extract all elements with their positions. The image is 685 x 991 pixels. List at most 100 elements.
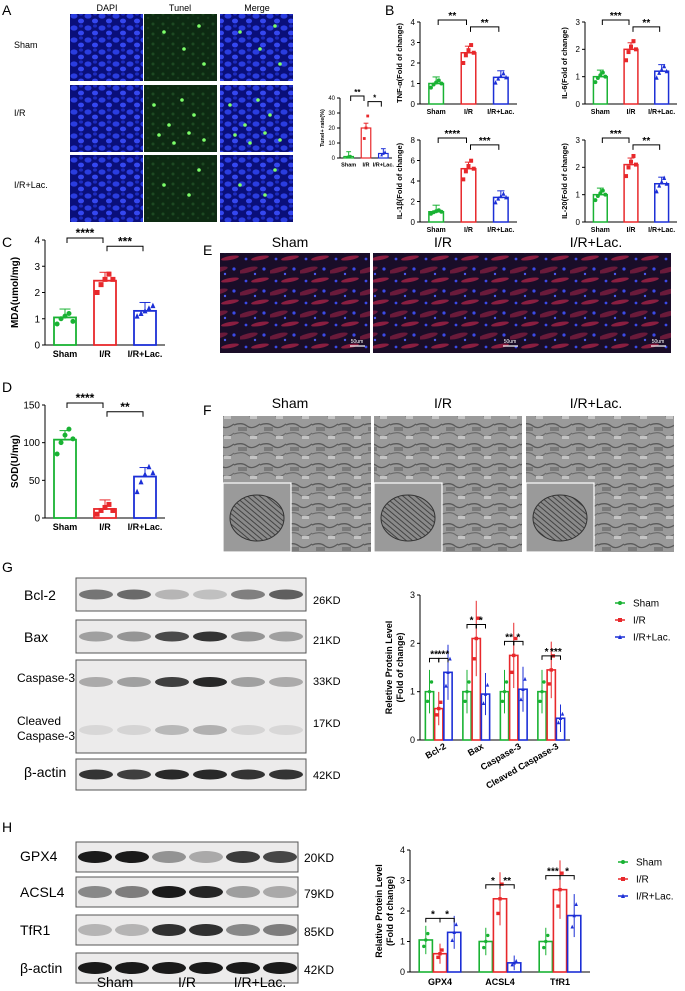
blot-band — [115, 886, 149, 898]
sig-bracket — [470, 144, 500, 150]
data-point — [436, 78, 441, 83]
sig-stars: * — [470, 616, 474, 627]
y-axis-label: Tunel+ rate(%) — [320, 109, 326, 147]
data-point — [593, 198, 598, 203]
data-point — [504, 74, 509, 80]
group-label: I/R+Lac. — [234, 974, 287, 990]
x-category-label: Sham — [53, 522, 78, 532]
data-point — [657, 183, 662, 188]
y-tick-label: 3 — [576, 18, 581, 27]
x-category-label: I/R+Lac. — [128, 522, 163, 532]
blot-label: Caspase-3 — [17, 729, 75, 743]
sig-stars: **** — [76, 226, 95, 240]
data-point — [428, 85, 433, 90]
blot-band — [155, 631, 189, 642]
y-tick-label: 0 — [34, 514, 40, 525]
data-point — [58, 316, 64, 322]
data-point — [463, 699, 467, 704]
data-point — [633, 47, 638, 52]
data-point — [523, 676, 527, 681]
data-point — [467, 680, 471, 684]
group-label: I/R — [178, 974, 196, 990]
y-tick-label: 4 — [411, 18, 416, 27]
y-tick-label: 0 — [411, 218, 416, 227]
data-point — [512, 960, 516, 965]
cytokine-chart: 0 2 4 6 8 IL-1β(Fold of change) Sham I/R I/R+Lac… — [395, 129, 517, 234]
row-label-irlac: I/R+Lac. — [14, 180, 48, 190]
x-category-label: Cleaved Caspase-3 — [484, 741, 560, 791]
data-point — [134, 313, 140, 319]
data-point — [474, 636, 478, 641]
sig-bracket — [601, 137, 630, 143]
sig-bracket — [439, 917, 455, 923]
tunel-positive-spot — [167, 123, 171, 127]
y-tick-label: 4 — [411, 177, 416, 186]
data-point — [62, 432, 68, 438]
micrograph-tile — [144, 155, 217, 222]
data-point — [657, 70, 662, 75]
bar — [623, 163, 639, 223]
sig-bracket — [438, 657, 449, 663]
mitochondrion — [532, 494, 588, 542]
data-point — [544, 939, 548, 944]
data-point — [626, 50, 631, 55]
blot-band — [189, 962, 223, 974]
tunel-positive-spot — [152, 103, 156, 107]
sig-stars: * — [516, 632, 520, 643]
blot-band — [79, 725, 113, 735]
y-tick-label: 40 — [328, 96, 335, 102]
data-point — [437, 706, 441, 711]
data-point — [501, 191, 506, 196]
data-point — [485, 682, 490, 687]
tunel-positive-spot — [233, 133, 237, 137]
blot-band — [115, 962, 149, 974]
kd-label: 79KD — [304, 887, 334, 901]
blot-band — [263, 886, 297, 898]
data-point — [496, 76, 501, 81]
data-point — [54, 451, 60, 457]
data-point — [572, 913, 576, 918]
data-point — [514, 958, 518, 963]
y-tick-label: 0 — [34, 341, 40, 352]
data-point — [438, 952, 442, 956]
y-tick-label: 2 — [410, 638, 415, 648]
data-point — [498, 897, 502, 901]
blot-band — [78, 851, 112, 863]
blot-band — [231, 631, 265, 642]
tunel-positive-spot — [268, 113, 272, 117]
data-point — [439, 81, 444, 86]
blot-band — [155, 677, 189, 687]
tunel-positive-spot — [256, 98, 260, 102]
data-point — [142, 307, 148, 314]
legend-label: I/R+Lac. — [636, 892, 674, 903]
data-point — [546, 933, 550, 938]
sig-bracket — [550, 655, 561, 660]
x-category-label: Sham — [591, 227, 610, 234]
data-point — [461, 61, 466, 65]
row-label-ir: I/R — [14, 108, 26, 118]
blot-band — [115, 851, 149, 863]
blot-band — [226, 924, 260, 936]
data-point — [70, 436, 76, 442]
sig-bracket — [66, 237, 104, 243]
blot-band — [79, 589, 113, 600]
legend-marker — [621, 860, 625, 864]
x-category-label: I/R — [464, 227, 473, 234]
tunel-positive-spot — [278, 138, 282, 142]
data-point — [547, 682, 551, 686]
data-point — [70, 318, 76, 324]
blot-band — [78, 924, 112, 936]
sig-stars: * — [545, 647, 549, 658]
data-point — [540, 689, 544, 694]
blot-band — [117, 677, 151, 687]
legend-marker — [618, 618, 622, 622]
data-point — [483, 691, 488, 696]
blot-label: TfR1 — [20, 922, 51, 938]
data-point — [427, 689, 432, 694]
legend-label: Sham — [633, 599, 659, 610]
blot-band — [231, 725, 265, 735]
sig-stars: * — [445, 909, 449, 920]
data-point — [574, 902, 578, 906]
bar — [460, 167, 477, 223]
